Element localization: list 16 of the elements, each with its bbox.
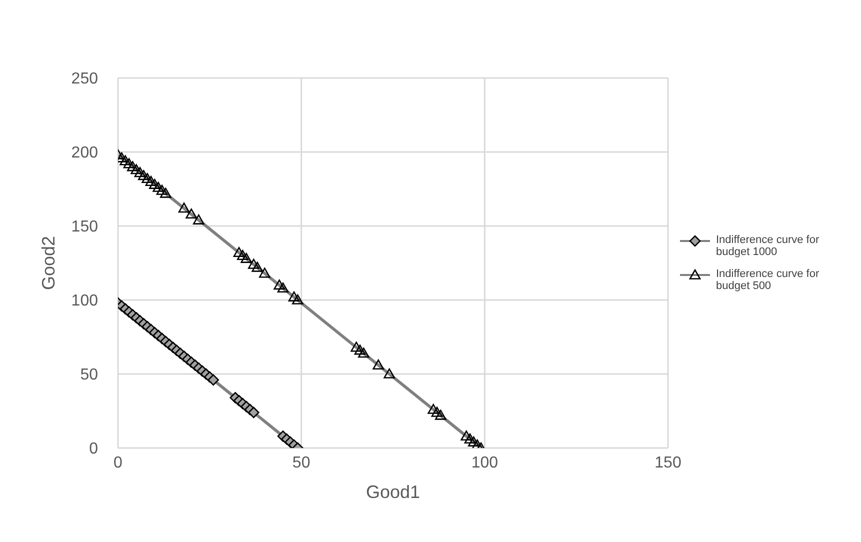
point (248, 406, 260, 418)
legend-label: Indifference curve for budget 1000 (716, 234, 820, 258)
y-tick-label: 100 (71, 292, 98, 310)
y-tick-label: 150 (71, 218, 98, 236)
x-tick-label: 50 (292, 454, 310, 472)
legend-label: Indifference curve for budget 500 (716, 268, 820, 292)
y-axis-title: Good2 (38, 236, 58, 290)
x-tick-label: 0 (114, 454, 123, 472)
point (208, 374, 219, 386)
x-tick-label: 150 (654, 454, 682, 472)
y-tick-label: 0 (89, 440, 98, 458)
y-tick-label: 50 (80, 366, 98, 384)
y-tick-label: 250 (71, 70, 98, 88)
y-tick-label: 200 (71, 144, 98, 162)
x-axis-title: Good1 (366, 482, 420, 502)
x-tick-label: 100 (471, 454, 498, 472)
